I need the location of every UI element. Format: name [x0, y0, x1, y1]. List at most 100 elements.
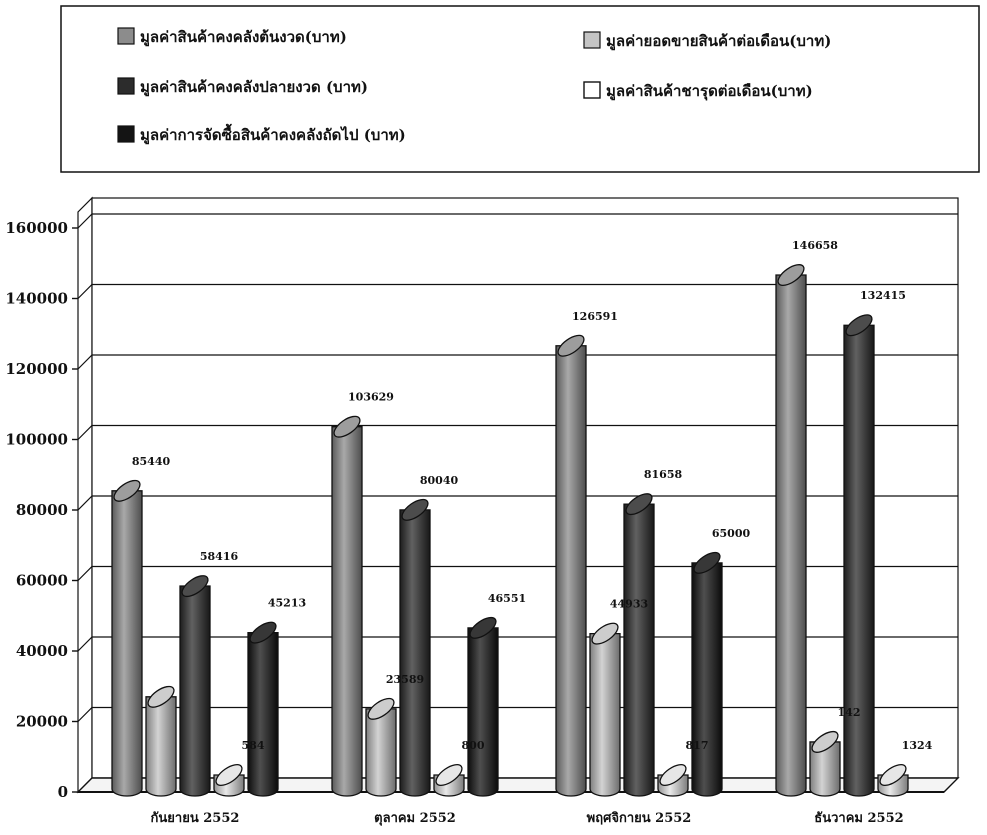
x-tick-label-0: กันยายน 2552 — [151, 811, 240, 826]
y-tick-label: 0 — [58, 783, 68, 801]
bar-top — [181, 575, 209, 598]
bar-body — [111, 490, 143, 797]
bar-top — [249, 621, 277, 644]
bar-body — [145, 696, 177, 797]
bar-top — [147, 685, 175, 708]
bar-top — [591, 622, 619, 645]
bar-top — [215, 764, 243, 786]
legend-item-2: มูลค่าสินค้าคงคลังปลายงวด (บาท) — [117, 77, 368, 97]
legend-swatch-2 — [117, 77, 135, 95]
gridline — [77, 636, 958, 652]
y-tick-label: 20000 — [16, 713, 68, 731]
y-tick-label: 160000 — [5, 219, 68, 237]
data-label-s2-c3: 132415 — [860, 289, 906, 302]
data-label-s1-c2: 44933 — [610, 598, 648, 611]
bar-body — [365, 708, 397, 797]
bar-top — [435, 764, 463, 786]
bar-top — [811, 730, 839, 753]
data-label-s3-c3: 1324 — [902, 739, 933, 752]
bar-s1-c1 — [365, 697, 397, 797]
data-label-s1-c1: 23589 — [386, 673, 424, 686]
bar-top — [333, 415, 361, 438]
bar-top — [693, 551, 721, 574]
data-label-s4-c0: 45213 — [268, 597, 306, 610]
y-tick-label: 80000 — [16, 501, 68, 519]
data-label-s1-c3: 142 — [838, 706, 861, 719]
legend-frame — [60, 5, 980, 173]
bar-top — [367, 697, 395, 720]
gridline — [77, 424, 958, 440]
bar-body — [843, 324, 875, 797]
legend-label-1: มูลค่ายอดขายสินค้าต่อเดือน(บาท) — [606, 32, 831, 51]
legend-swatch-1 — [583, 31, 601, 49]
data-label-s3-c0: 584 — [242, 739, 265, 752]
bar-s3-c3 — [877, 764, 909, 797]
data-labels: 85440 58416 584 45213 103629 23589 80040 800 465… — [132, 239, 933, 752]
bar-top — [845, 314, 873, 337]
legend-item-3: มูลค่าสินค้าชารุดต่อเดือน(บาท) — [583, 81, 813, 101]
legend-item-0: มูลค่าสินค้าคงคลังต้นงวด(บาท) — [117, 27, 347, 47]
data-label-s2-c2: 81658 — [644, 468, 683, 481]
gridline — [77, 283, 958, 299]
bar-s1-c2 — [589, 622, 621, 797]
legend-swatch-4 — [117, 125, 135, 143]
data-label-s0-c0: 85440 — [132, 455, 171, 468]
bar-s2-c1 — [399, 498, 431, 797]
y-tick-label: 60000 — [16, 572, 68, 590]
bar-top — [777, 264, 805, 287]
legend-label-2: มูลค่าสินค้าคงคลังปลายงวด (บาท) — [140, 78, 368, 97]
bar-body — [589, 632, 621, 797]
bar-s4-c1 — [467, 616, 499, 797]
bar-body — [775, 274, 807, 797]
legend-item-4: มูลค่าการจัดซื้อสินค้าคงคลังถัดไป (บาท) — [117, 123, 406, 145]
bar-s3-c1 — [433, 764, 465, 797]
gridline — [77, 495, 958, 511]
bar-s0-c0 — [111, 479, 143, 797]
x-axis-labels: กันยายน 2552 ตุลาคม 2552 พฤศจิกายน 2552 ธัน… — [151, 811, 904, 826]
legend-label-4: มูลค่าการจัดซื้อสินค้าคงคลังถัดไป (บาท) — [140, 123, 406, 145]
data-label-s0-c3: 146658 — [792, 239, 838, 252]
bar-top — [659, 764, 687, 786]
x-tick-label-2: พฤศจิกายน 2552 — [587, 811, 692, 826]
bar-body — [809, 741, 841, 797]
bar-s3-c0 — [213, 764, 245, 797]
bar-top — [625, 493, 653, 516]
bar-body — [179, 585, 211, 797]
legend-swatch-3 — [583, 81, 601, 99]
data-label-s2-c1: 80040 — [420, 474, 459, 487]
legend: มูลค่าสินค้าคงคลังต้นงวด(บาท) มูลค่ายอดข… — [60, 5, 980, 173]
bar-top — [469, 616, 497, 639]
gridlines — [77, 213, 958, 722]
data-label-s0-c2: 126591 — [572, 310, 618, 323]
bar-body — [247, 631, 279, 797]
bar-s4-c2 — [691, 551, 723, 797]
y-tick-label: 140000 — [5, 290, 68, 308]
y-tick-label: 120000 — [5, 360, 68, 378]
legend-label-3: มูลค่าสินค้าชารุดต่อเดือน(บาท) — [606, 82, 813, 101]
bar-s3-c2 — [657, 764, 689, 797]
bar-body — [691, 562, 723, 797]
bar-top — [113, 479, 141, 502]
data-label-s4-c1: 46551 — [488, 592, 526, 605]
bar-body — [555, 345, 587, 797]
gridline — [77, 706, 958, 722]
bar-top — [879, 764, 907, 786]
plot-frame — [76, 196, 960, 794]
bar-top — [557, 334, 585, 357]
x-tick-label-3: ธันวาคม 2552 — [814, 811, 903, 826]
bar-body — [399, 509, 431, 797]
legend-swatch-0 — [117, 27, 135, 45]
bar-s1-c3 — [809, 730, 841, 797]
bar-s2-c0 — [179, 575, 211, 797]
data-label-s2-c0: 58416 — [200, 550, 239, 563]
x-tick-label-1: ตุลาคม 2552 — [374, 811, 456, 826]
bar-s2-c2 — [623, 493, 655, 797]
data-label-s3-c1: 800 — [462, 739, 485, 752]
data-label-s0-c1: 103629 — [348, 391, 394, 404]
bar-s0-c2 — [555, 334, 587, 797]
bar-top — [401, 498, 429, 521]
data-label-s4-c2: 65000 — [712, 527, 751, 540]
bar-s0-c1 — [331, 415, 363, 797]
bar-s1-c0 — [145, 685, 177, 797]
